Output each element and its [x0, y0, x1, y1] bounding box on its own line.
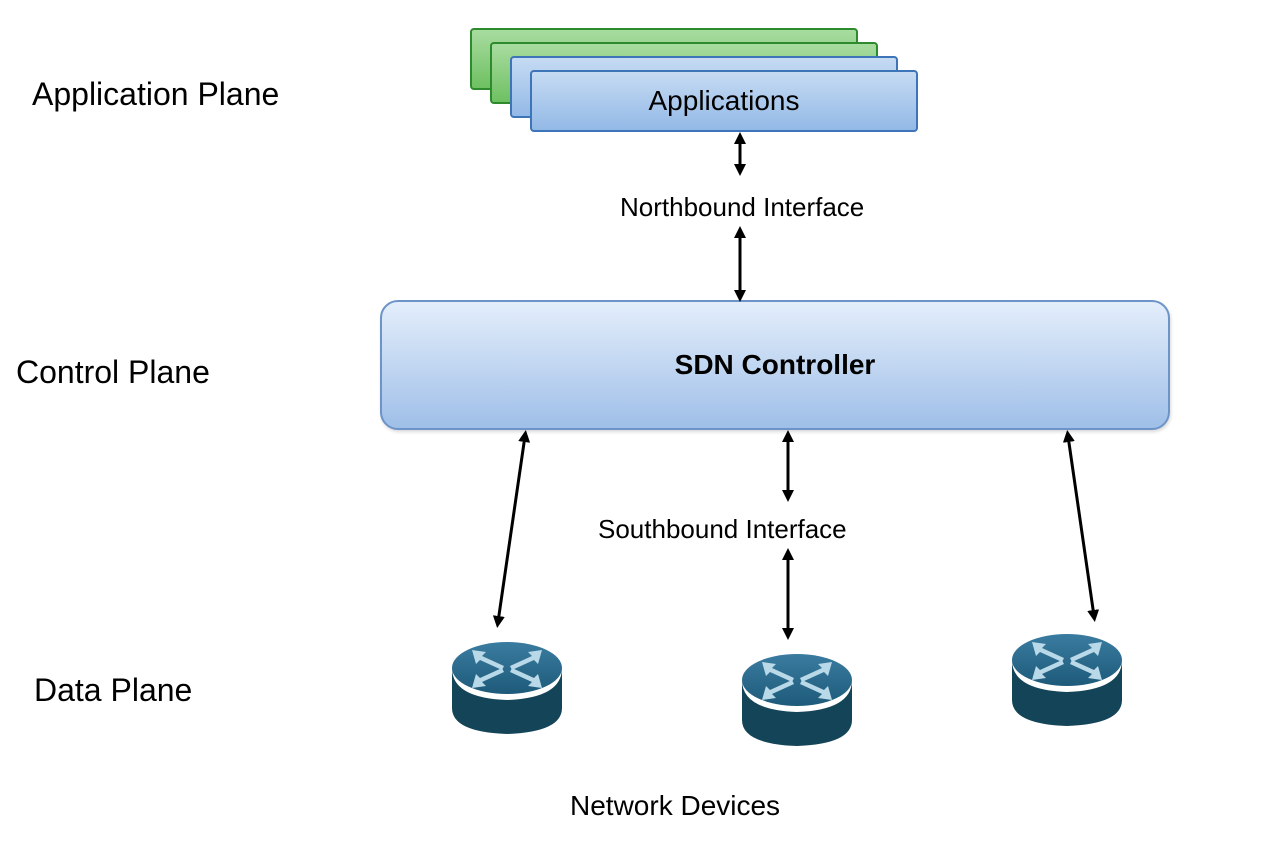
network-device-router	[732, 640, 862, 750]
router-icon	[1002, 620, 1132, 730]
network-device-router	[1002, 620, 1132, 730]
connector-arrow	[1068, 436, 1094, 616]
router-icon	[732, 640, 862, 750]
router-icon	[442, 628, 572, 738]
network-device-router	[442, 628, 572, 738]
connector-arrow	[498, 436, 525, 622]
devices-caption: Network Devices	[570, 790, 780, 822]
